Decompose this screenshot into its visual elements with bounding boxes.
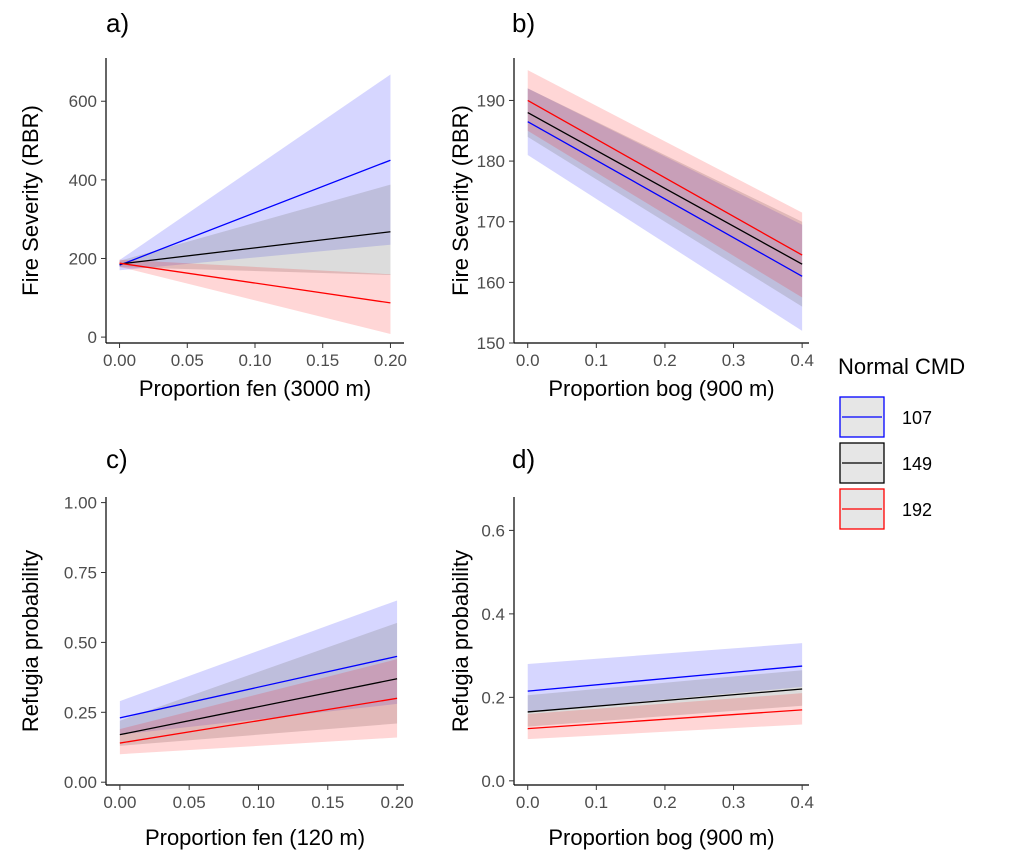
x-tick-label: 0.0 bbox=[516, 351, 540, 370]
x-tick-label: 0.4 bbox=[790, 351, 814, 370]
x-tick-label: 0.20 bbox=[374, 351, 407, 370]
ci-band-107 bbox=[119, 600, 398, 735]
x-tick-label: 0.20 bbox=[381, 793, 414, 812]
y-tick-label: 0.2 bbox=[481, 688, 505, 707]
x-tick-label: 0.00 bbox=[103, 351, 136, 370]
y-tick-label: 170 bbox=[477, 213, 505, 232]
x-axis-title: Proportion fen (3000 m) bbox=[139, 376, 371, 401]
y-axis-title: Refugia probability bbox=[18, 550, 43, 732]
series-line-192 bbox=[119, 262, 391, 304]
y-tick-label: 0.4 bbox=[481, 605, 505, 624]
series-line-149 bbox=[119, 678, 398, 736]
ci-band-192 bbox=[527, 693, 803, 740]
legend-label-107: 107 bbox=[902, 408, 932, 428]
y-tick-label: 0.6 bbox=[481, 521, 505, 540]
y-tick-label: 0.0 bbox=[481, 772, 505, 791]
y-tick-label: 1.00 bbox=[64, 494, 97, 513]
panel-tag: c) bbox=[106, 444, 128, 474]
series-line-107 bbox=[527, 121, 803, 277]
x-tick-label: 0.4 bbox=[790, 793, 814, 812]
x-tick-label: 0.1 bbox=[585, 351, 609, 370]
panel-c: 0.00 0.05 0.10 0.15 0.20 0.00 0.25 0.50 0.75 1.00… bbox=[18, 444, 414, 850]
x-tick-label: 0.2 bbox=[653, 793, 677, 812]
legend: Normal CMD 107 149 192 bbox=[838, 354, 965, 530]
panel-tag: b) bbox=[512, 8, 535, 38]
x-tick-label: 0.2 bbox=[653, 351, 677, 370]
y-axis-title: Fire Severity (RBR) bbox=[18, 105, 43, 296]
y-tick-label: 600 bbox=[69, 92, 97, 111]
y-tick-label: 180 bbox=[477, 152, 505, 171]
x-tick-label: 0.05 bbox=[171, 351, 204, 370]
panel-b: 0.0 0.1 0.2 0.3 0.4 150 160 170 180 190 Proportion… bbox=[448, 8, 814, 401]
y-axis-title: Fire Severity (RBR) bbox=[448, 105, 473, 296]
x-tick-label: 0.0 bbox=[516, 793, 540, 812]
x-tick-label: 0.1 bbox=[585, 793, 609, 812]
x-tick-label: 0.3 bbox=[722, 351, 746, 370]
series-line-107 bbox=[119, 159, 391, 266]
ci-band-107 bbox=[527, 88, 803, 331]
y-tick-label: 150 bbox=[477, 334, 505, 353]
ci-band-107 bbox=[119, 74, 391, 271]
y-tick-label: 0.25 bbox=[64, 703, 97, 722]
x-axis-title: Proportion fen (120 m) bbox=[145, 825, 365, 850]
y-tick-label: 190 bbox=[477, 91, 505, 110]
ci-band-192 bbox=[119, 259, 391, 334]
ci-band-107 bbox=[527, 643, 803, 712]
series-line-192 bbox=[527, 709, 803, 730]
series-line-192 bbox=[527, 99, 803, 256]
x-tick-label: 0.3 bbox=[722, 793, 746, 812]
x-axis-title: Proportion bog (900 m) bbox=[548, 825, 774, 850]
legend-label-149: 149 bbox=[902, 454, 932, 474]
panel-a: 0.00 0.05 0.10 0.15 0.20 0 200 400 600 Proportion… bbox=[18, 8, 407, 401]
x-axis-title: Proportion bog (900 m) bbox=[548, 376, 774, 401]
legend-label-192: 192 bbox=[902, 500, 932, 520]
y-tick-label: 0.75 bbox=[64, 563, 97, 582]
y-tick-label: 0 bbox=[88, 328, 97, 347]
x-tick-label: 0.10 bbox=[242, 793, 275, 812]
panel-tag: a) bbox=[106, 8, 129, 38]
x-tick-label: 0.00 bbox=[103, 793, 136, 812]
ci-band-149 bbox=[119, 184, 391, 275]
y-tick-label: 200 bbox=[69, 249, 97, 268]
x-tick-label: 0.05 bbox=[173, 793, 206, 812]
series-line-149 bbox=[527, 688, 803, 713]
legend-title: Normal CMD bbox=[838, 354, 965, 379]
y-tick-label: 0.00 bbox=[64, 773, 97, 792]
panel-d: 0.0 0.1 0.2 0.3 0.4 0.0 0.2 0.4 0.6 Proportion bo… bbox=[448, 444, 814, 850]
x-tick-label: 0.15 bbox=[306, 351, 339, 370]
x-tick-label: 0.10 bbox=[238, 351, 271, 370]
series-line-107 bbox=[527, 665, 803, 692]
y-axis-title: Refugia probability bbox=[448, 550, 473, 732]
series-line-149 bbox=[119, 231, 391, 265]
ci-band-149 bbox=[119, 622, 398, 746]
ci-band-149 bbox=[527, 670, 803, 727]
y-tick-label: 400 bbox=[69, 171, 97, 190]
y-tick-label: 0.50 bbox=[64, 633, 97, 652]
panel-tag: d) bbox=[512, 444, 535, 474]
y-tick-label: 160 bbox=[477, 273, 505, 292]
series-line-107 bbox=[119, 655, 398, 719]
series-line-192 bbox=[119, 697, 398, 744]
ci-band-192 bbox=[527, 70, 803, 298]
x-tick-label: 0.15 bbox=[311, 793, 344, 812]
ci-band-149 bbox=[527, 88, 803, 307]
series-line-149 bbox=[527, 112, 803, 265]
